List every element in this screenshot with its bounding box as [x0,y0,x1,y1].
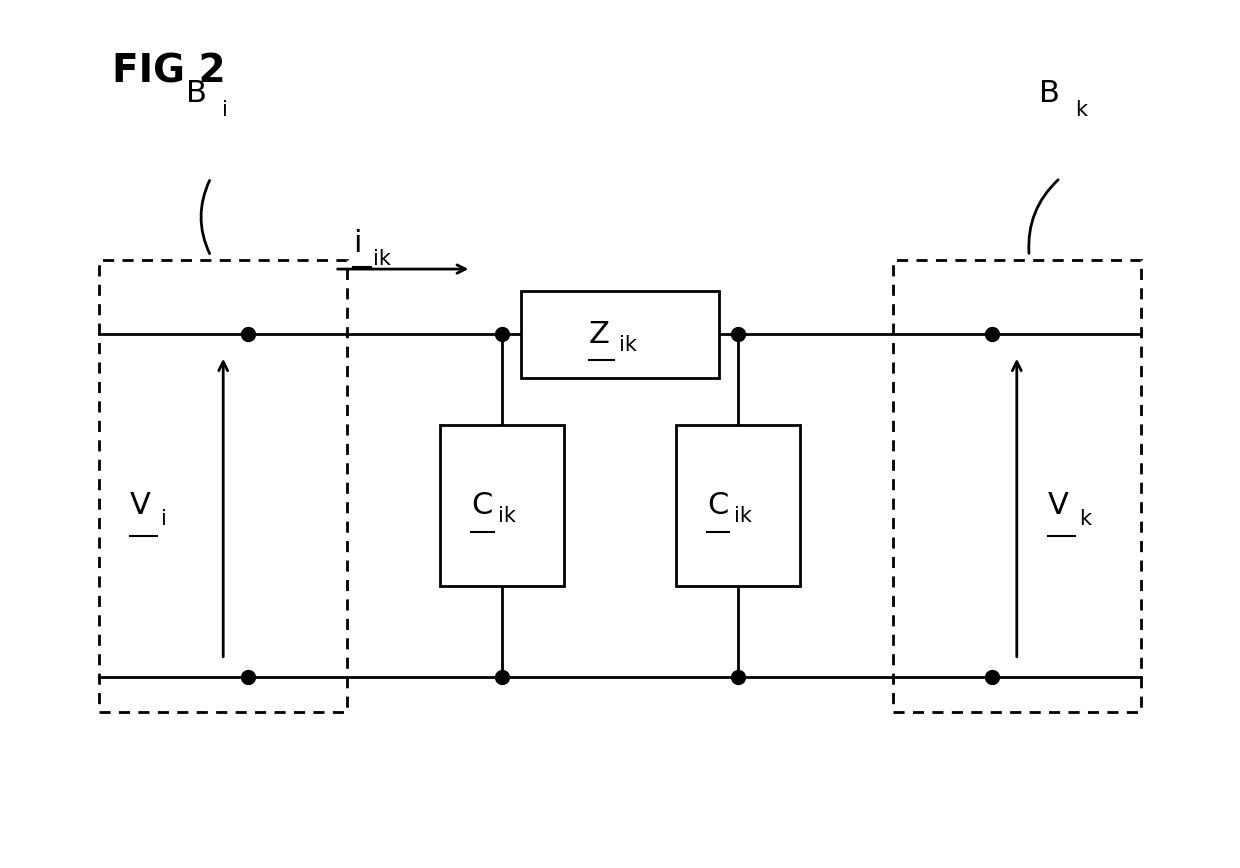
Text: C: C [707,491,728,520]
Text: i: i [161,509,167,529]
Text: ik: ik [619,334,636,355]
Text: i: i [353,228,362,258]
FancyBboxPatch shape [521,291,719,378]
Text: C: C [471,491,492,520]
Text: ik: ik [498,506,516,526]
Text: B: B [186,80,207,108]
Text: B: B [1039,80,1060,108]
FancyBboxPatch shape [676,425,800,586]
Text: i: i [222,100,228,120]
Text: FIG 2: FIG 2 [112,52,226,90]
Text: ik: ik [734,506,751,526]
FancyBboxPatch shape [440,425,564,586]
Text: Z: Z [589,319,610,349]
Text: k: k [1079,509,1091,529]
Text: V: V [1048,491,1069,520]
Text: V: V [130,491,151,520]
Text: k: k [1075,100,1087,120]
Text: ik: ik [373,248,391,269]
